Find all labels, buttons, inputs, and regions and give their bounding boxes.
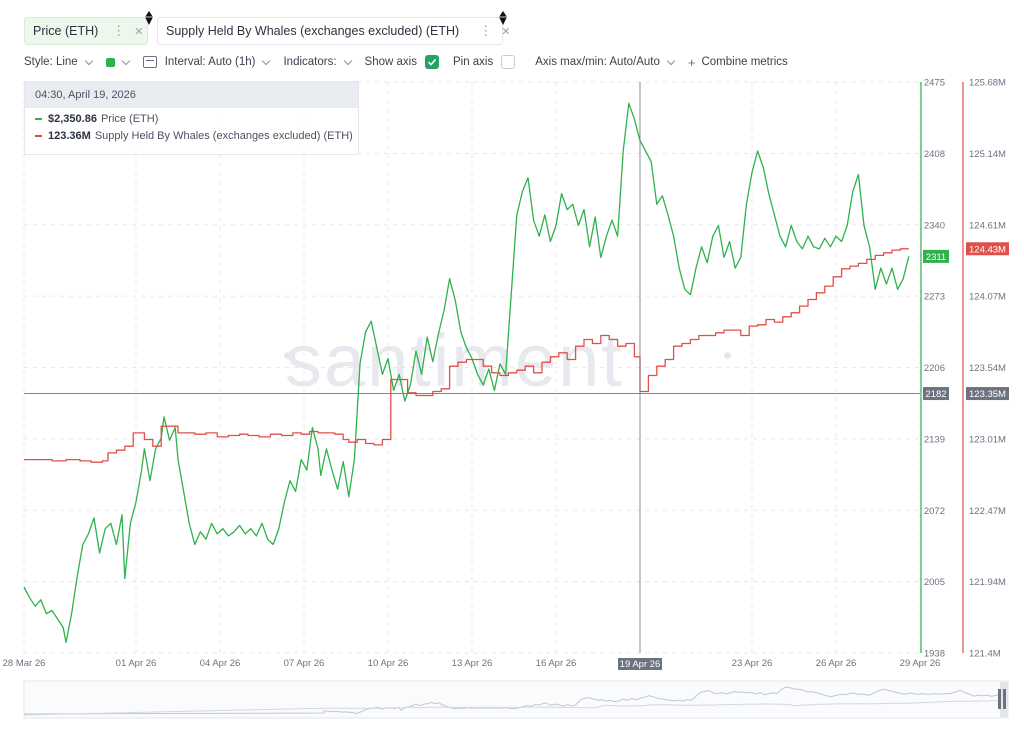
x-tick-label: 07 Apr 26 bbox=[284, 658, 325, 669]
x-tick-label: 29 Apr 26 bbox=[900, 658, 941, 669]
navigator-frame bbox=[23, 680, 1009, 719]
axes: 2475 2408 2340 2273 2206 2139 2072 2005 1938 125.… bbox=[3, 78, 1009, 670]
show-axis-toggle[interactable]: Show axis bbox=[365, 55, 439, 69]
interval-dropdown[interactable]: Interval: Auto (1h) bbox=[142, 56, 271, 68]
tab-whales[interactable]: Supply Held By Whales (exchanges exclude… bbox=[157, 17, 510, 45]
tooltip-price-value: $2,350.86 bbox=[48, 113, 97, 125]
price-tick-label: 2273 bbox=[924, 292, 945, 303]
combine-metrics-button[interactable]: + Combine metrics bbox=[688, 55, 788, 70]
crosshair-whales-badge-bg bbox=[966, 387, 1009, 401]
navigator-whales-line bbox=[23, 700, 1000, 716]
chart-toolbar: Style: Line Interval: Auto (1h) Indicato… bbox=[24, 53, 802, 71]
close-icon[interactable]: ✕ bbox=[501, 25, 511, 38]
whales-tick-label: 123.54M bbox=[969, 363, 1006, 374]
x-tick-label: 13 Apr 26 bbox=[452, 658, 493, 669]
navigator-handle bbox=[1003, 689, 1006, 709]
watermark-dot bbox=[284, 352, 291, 359]
price-tick-label: 2072 bbox=[924, 506, 945, 517]
show-axis-checkbox[interactable] bbox=[424, 55, 439, 69]
x-tick-label: 26 Apr 26 bbox=[816, 658, 857, 669]
axis-maxmin-label: Axis max/min: Auto/Auto bbox=[535, 56, 660, 68]
pin-axis-toggle[interactable]: Pin axis bbox=[452, 55, 516, 69]
price-tick-label: 2408 bbox=[924, 149, 945, 160]
x-tick-label: 01 Apr 26 bbox=[116, 658, 157, 669]
tooltip: 04:30, April 19, 2026 $2,350.86 Price (E… bbox=[24, 81, 359, 155]
whales-current-badge: 124.43M bbox=[969, 244, 1006, 255]
style-dropdown[interactable]: Style: Line bbox=[24, 56, 93, 68]
whales-current-badge-bg bbox=[966, 242, 1009, 256]
indicators-label: Indicators: bbox=[283, 56, 337, 68]
price-tick-label: 2139 bbox=[924, 434, 945, 445]
style-label: Style: Line bbox=[24, 56, 78, 68]
close-icon[interactable]: ✕ bbox=[134, 25, 144, 38]
navigator-handle bbox=[998, 689, 1001, 709]
x-tick-label: 16 Apr 26 bbox=[536, 658, 577, 669]
price-tick-label: 2340 bbox=[924, 220, 945, 231]
price-tick-label: 1938 bbox=[924, 649, 945, 660]
whales-series-line bbox=[24, 248, 909, 463]
series-layer bbox=[23, 102, 910, 644]
crosshair-date-badge-bg bbox=[618, 658, 662, 670]
drag-handle-icon[interactable] bbox=[497, 10, 509, 26]
tooltip-whales-name: Supply Held By Whales (exchanges exclude… bbox=[94, 130, 353, 142]
navigator-price-line bbox=[23, 686, 1000, 715]
whales-tick-label: 123.01M bbox=[969, 434, 1006, 445]
show-axis-label: Show axis bbox=[364, 56, 417, 68]
crosshair-date-badge: 19 Apr 26 bbox=[620, 659, 661, 670]
navigator[interactable] bbox=[23, 680, 1009, 719]
watermark-dot bbox=[724, 352, 731, 359]
x-tick-label: 28 Mar 26 bbox=[3, 658, 46, 669]
plus-icon: + bbox=[687, 54, 696, 70]
x-tick-label: 23 Apr 26 bbox=[732, 658, 773, 669]
calendar-icon bbox=[142, 56, 157, 68]
price-tick-label: 2475 bbox=[924, 78, 945, 89]
tab-price-label: Price (ETH) bbox=[33, 24, 99, 38]
x-tick-label: 04 Apr 26 bbox=[200, 658, 241, 669]
crosshair-whales-badge: 123.35M bbox=[969, 389, 1006, 400]
pin-axis-label: Pin axis bbox=[452, 56, 494, 68]
drag-handle-icon[interactable] bbox=[143, 10, 155, 26]
more-options-icon[interactable]: ⋮ bbox=[479, 23, 492, 38]
whales-tick-label: 125.68M bbox=[969, 78, 1006, 89]
grid bbox=[23, 81, 921, 654]
whales-tick-label: 122.47M bbox=[969, 506, 1006, 517]
more-options-icon[interactable]: ⋮ bbox=[112, 23, 125, 38]
tooltip-time: 04:30, April 19, 2026 bbox=[25, 82, 358, 108]
tooltip-row-price: $2,350.86 Price (ETH) bbox=[25, 113, 358, 125]
legend-swatch-price bbox=[35, 118, 42, 120]
legend-swatch-whales bbox=[35, 135, 42, 137]
whales-tick-label: 124.61M bbox=[969, 220, 1006, 231]
indicators-dropdown[interactable]: Indicators: bbox=[283, 56, 352, 68]
price-tick-label: 2206 bbox=[924, 363, 945, 374]
checkmark-icon bbox=[427, 58, 437, 66]
crosshair-price-badge-bg bbox=[923, 387, 949, 401]
crosshair-price-badge: 2182 bbox=[925, 389, 946, 400]
whales-tick-label: 124.07M bbox=[969, 292, 1006, 303]
tooltip-price-name: Price (ETH) bbox=[100, 113, 159, 125]
price-current-badge-bg bbox=[923, 249, 949, 263]
color-dropdown[interactable] bbox=[105, 56, 130, 67]
pin-axis-checkbox[interactable] bbox=[501, 55, 516, 69]
tab-price[interactable]: Price (ETH) ⋮ ✕ bbox=[24, 17, 148, 45]
interval-label: Interval: Auto (1h) bbox=[164, 56, 256, 68]
x-tick-label: 10 Apr 26 bbox=[368, 658, 409, 669]
whales-tick-label: 121.94M bbox=[969, 577, 1006, 588]
tooltip-whales-value: 123.36M bbox=[48, 130, 91, 142]
combine-metrics-label: Combine metrics bbox=[701, 56, 788, 68]
tooltip-row-whales: 123.36M Supply Held By Whales (exchanges… bbox=[25, 130, 358, 142]
axis-maxmin-dropdown[interactable]: Axis max/min: Auto/Auto bbox=[535, 56, 676, 68]
price-tick-label: 2005 bbox=[924, 577, 945, 588]
tab-whales-label: Supply Held By Whales (exchanges exclude… bbox=[166, 24, 460, 38]
color-swatch bbox=[105, 57, 115, 67]
whales-tick-label: 121.4M bbox=[969, 649, 1001, 660]
watermark: santiment bbox=[285, 319, 624, 402]
whales-tick-label: 125.14M bbox=[969, 149, 1006, 160]
price-series-line bbox=[23, 102, 910, 644]
price-current-badge: 2311 bbox=[926, 252, 946, 263]
